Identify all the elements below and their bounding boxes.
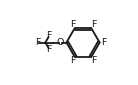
Text: F: F [47, 31, 52, 40]
Text: O: O [57, 38, 64, 47]
Text: F: F [91, 20, 96, 29]
Text: F: F [70, 20, 75, 29]
Text: F: F [70, 56, 75, 65]
Text: F: F [101, 38, 106, 47]
Text: F: F [91, 56, 96, 65]
Text: F: F [35, 38, 40, 47]
Text: F: F [47, 45, 52, 54]
